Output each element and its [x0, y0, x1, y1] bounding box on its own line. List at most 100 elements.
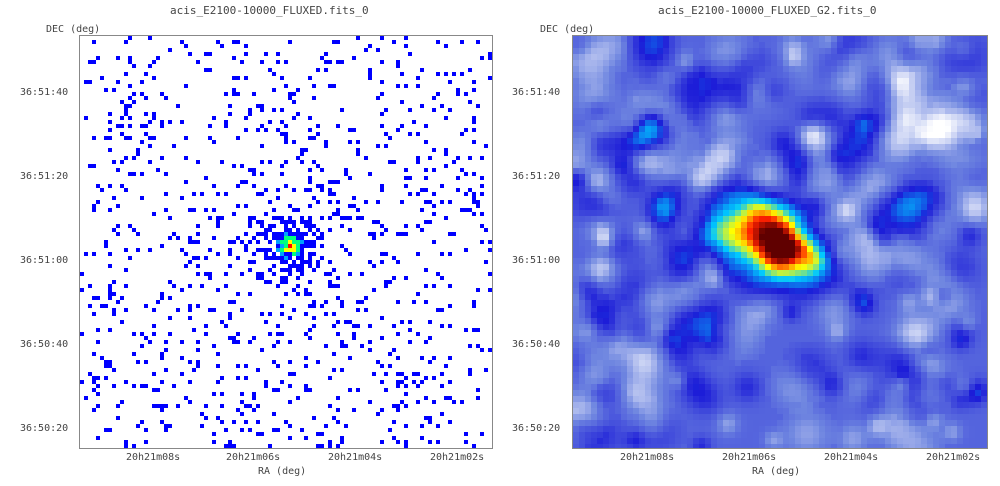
count-pixel [284, 124, 288, 128]
smoothed-pixel [735, 324, 741, 330]
smoothed-pixel [645, 336, 651, 342]
smoothed-pixel [621, 342, 627, 348]
count-pixel [416, 332, 420, 336]
count-pixel [284, 252, 288, 256]
count-pixel [272, 224, 276, 228]
heatmap-plot-left[interactable] [79, 35, 493, 449]
smoothed-pixel [633, 402, 639, 408]
smoothed-pixel [633, 348, 639, 354]
smoothed-pixel [837, 414, 843, 420]
smoothed-pixel [591, 264, 597, 270]
smoothed-pixel [627, 408, 633, 414]
smoothed-pixel [843, 408, 849, 414]
count-pixel [372, 236, 376, 240]
count-pixel [296, 264, 300, 268]
smoothed-pixel [831, 324, 837, 330]
smoothed-pixel [831, 168, 837, 174]
smoothed-pixel [891, 216, 897, 222]
count-pixel [468, 100, 472, 104]
smoothed-pixel [897, 108, 903, 114]
y-tick-label: 36:51:20 [20, 171, 69, 182]
smoothed-pixel [591, 156, 597, 162]
smoothed-pixel [801, 342, 807, 348]
smoothed-pixel [825, 282, 831, 288]
smoothed-pixel [675, 306, 681, 312]
smoothed-pixel [723, 42, 729, 48]
smoothed-pixel [663, 276, 669, 282]
smoothed-pixel [765, 258, 771, 264]
smoothed-pixel [603, 150, 609, 156]
smoothed-pixel [639, 132, 645, 138]
smoothed-pixel [789, 66, 795, 72]
smoothed-pixel [651, 420, 657, 426]
smoothed-pixel [849, 432, 855, 438]
smoothed-pixel [729, 396, 735, 402]
smoothed-pixel [837, 72, 843, 78]
smoothed-pixel [711, 192, 717, 198]
smoothed-pixel [681, 156, 687, 162]
smoothed-pixel [897, 234, 903, 240]
smoothed-pixel [849, 336, 855, 342]
smoothed-pixel [573, 432, 579, 438]
smoothed-pixel [591, 444, 597, 448]
smoothed-pixel [825, 252, 831, 258]
count-pixel [432, 108, 436, 112]
smoothed-pixel [801, 66, 807, 72]
smoothed-pixel [735, 258, 741, 264]
smoothed-pixel [801, 168, 807, 174]
smoothed-pixel [723, 306, 729, 312]
smoothed-pixel [873, 300, 879, 306]
heatmap-plot-right[interactable] [572, 35, 988, 449]
smoothed-pixel [711, 342, 717, 348]
count-pixel [204, 208, 208, 212]
smoothed-pixel [849, 306, 855, 312]
smoothed-pixel [795, 420, 801, 426]
smoothed-pixel [597, 372, 603, 378]
y-tick-label: 36:51:40 [512, 87, 561, 98]
smoothed-pixel [837, 54, 843, 60]
smoothed-pixel [819, 240, 825, 246]
count-pixel [96, 340, 100, 344]
smoothed-pixel [753, 114, 759, 120]
smoothed-pixel [669, 252, 675, 258]
smoothed-pixel [573, 120, 579, 126]
smoothed-pixel [777, 204, 783, 210]
count-pixel [428, 320, 432, 324]
smoothed-pixel [747, 162, 753, 168]
count-pixel [220, 160, 224, 164]
smoothed-pixel [903, 222, 909, 228]
smoothed-pixel [831, 252, 837, 258]
count-pixel [300, 264, 304, 268]
count-pixel [196, 360, 200, 364]
count-pixel [236, 376, 240, 380]
smoothed-pixel [693, 138, 699, 144]
count-pixel [160, 292, 164, 296]
smoothed-pixel [609, 228, 615, 234]
smoothed-pixel [675, 432, 681, 438]
smoothed-pixel [657, 282, 663, 288]
count-pixel [212, 308, 216, 312]
count-pixel [264, 384, 268, 388]
smoothed-pixel [813, 108, 819, 114]
smoothed-pixel [621, 396, 627, 402]
smoothed-pixel [825, 258, 831, 264]
count-pixel [404, 424, 408, 428]
smoothed-pixel [717, 36, 723, 42]
smoothed-pixel [639, 90, 645, 96]
smoothed-pixel [603, 444, 609, 448]
count-pixel [124, 444, 128, 448]
smoothed-pixel [759, 384, 765, 390]
count-pixel [432, 240, 436, 244]
smoothed-pixel [645, 72, 651, 78]
smoothed-pixel [639, 36, 645, 42]
smoothed-pixel [663, 330, 669, 336]
smoothed-pixel [609, 348, 615, 354]
smoothed-pixel [771, 126, 777, 132]
smoothed-pixel [813, 120, 819, 126]
smoothed-pixel [801, 192, 807, 198]
smoothed-pixel [717, 168, 723, 174]
smoothed-pixel [645, 144, 651, 150]
smoothed-pixel [837, 372, 843, 378]
smoothed-pixel [825, 432, 831, 438]
smoothed-pixel [735, 372, 741, 378]
